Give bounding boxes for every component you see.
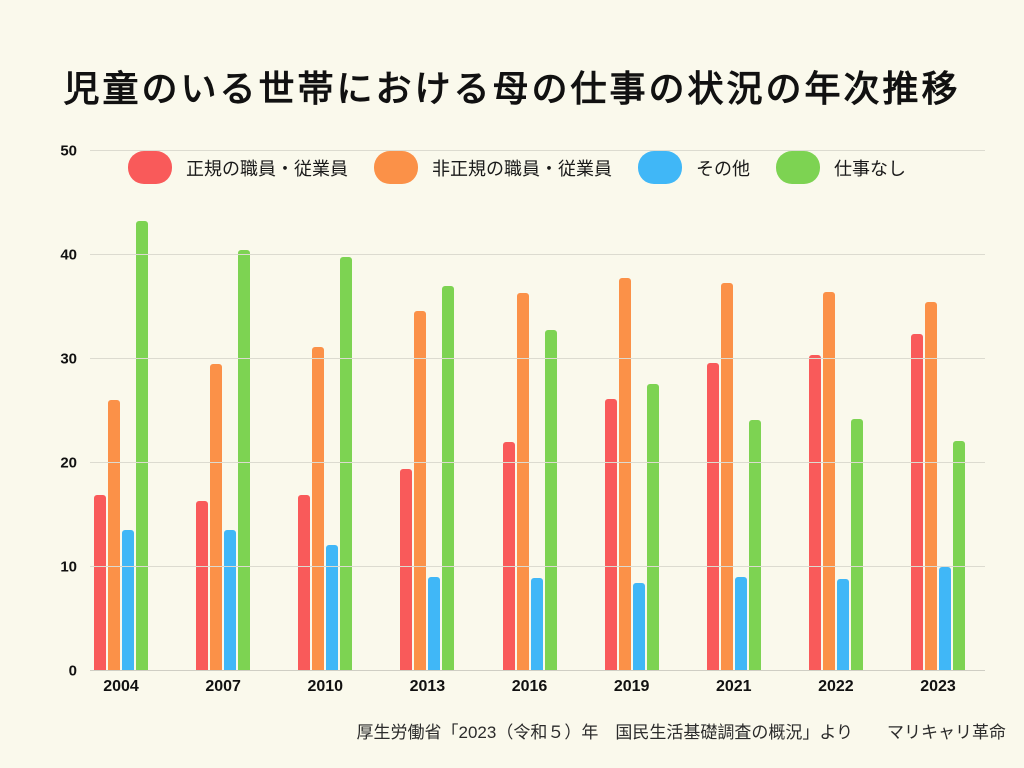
bar [544,329,557,671]
bar [850,419,863,671]
bar [734,577,747,671]
bar [196,501,209,671]
bar [748,420,761,671]
bar-group: 2022 [808,151,863,695]
bar-group: 2023 [911,151,965,695]
legend-label: 正規の職員・従業員 [186,158,348,179]
bar [939,567,951,671]
bar-groups: 2004 2007 2010 2013 2016 2019 2021 2022 2023 [94,151,965,695]
bar [516,293,529,671]
x-tick-label: 2023 [920,678,956,695]
bar-group: 2019 [604,151,659,695]
bar [911,334,923,671]
y-tick-label: 0 [68,662,77,680]
bar [530,578,543,671]
bar [94,495,106,671]
bar [953,441,965,671]
footer: 厚生労働省「2023（令和５）年 国民生活基礎調査の概況」より マリキャリ革命 [0,718,1024,743]
gridline [90,462,985,463]
bar-group: 2016 [502,151,557,695]
x-tick-label: 2016 [511,678,548,695]
bar [428,577,441,671]
bar [414,311,427,671]
bar [632,582,645,671]
bar [822,292,835,671]
x-axis-line [90,670,985,671]
x-tick-label: 2019 [613,678,650,695]
bar-group: 2010 [298,151,353,695]
x-tick-label: 2021 [715,678,752,695]
legend-swatch-icon [638,151,682,184]
x-tick-label: 2007 [205,678,241,695]
y-tick-label: 40 [60,246,77,264]
bar [224,529,237,671]
bar [618,277,631,671]
y-tick-label: 50 [60,142,77,160]
bar [326,545,339,671]
legend-item: 正規の職員・従業員 [128,151,348,184]
bar [706,363,719,671]
x-tick-label: 2013 [409,678,446,695]
legend-item: 非正規の職員・従業員 [374,151,612,184]
gridline [90,254,985,255]
bar [136,220,148,671]
bar [400,469,413,671]
bar [646,383,659,671]
bar [122,529,134,671]
chart-title: 児童のいる世帯における母の仕事の状況の年次推移 [63,68,961,109]
legend-label: 仕事なし [834,158,906,179]
bar [720,283,733,671]
bar [836,579,849,671]
y-tick-label: 30 [60,350,77,368]
source-note: 厚生労働省「2023（令和５）年 国民生活基礎調査の概況」より [356,723,853,742]
legend: 正規の職員・従業員 非正規の職員・従業員 その他 仕事なし [128,151,906,184]
bar [502,442,515,671]
bar [925,301,937,671]
y-tick-label: 20 [60,454,77,472]
bar-group: 2021 [706,151,761,695]
plot-area: 正規の職員・従業員 非正規の職員・従業員 その他 仕事なし 2004 2007 2010 2… [60,144,985,695]
x-tick-label: 2022 [818,678,854,695]
bar [312,346,325,671]
brand: マリキャリ革命 [887,723,1006,742]
legend-label: 非正規の職員・従業員 [432,158,612,179]
bar [298,495,311,671]
bar [604,398,617,671]
x-tick-label: 2004 [103,678,139,695]
legend-label: その他 [696,158,750,179]
bar [108,399,120,671]
legend-swatch-icon [374,151,418,184]
bar [238,249,251,671]
y-tick-label: 10 [60,558,77,576]
legend-swatch-icon [128,151,172,184]
bar-group: 2013 [400,151,455,695]
gridline [90,150,985,151]
bar [210,364,223,671]
gridline [90,566,985,567]
bar [442,286,455,671]
bar [808,354,821,671]
bar-group: 2007 [196,151,251,695]
legend-swatch-icon [776,151,820,184]
x-tick-label: 2010 [307,678,344,695]
legend-item: 仕事なし [776,151,906,184]
gridline [90,358,985,359]
bar-group: 2004 [94,151,148,695]
bar [340,257,353,671]
legend-item: その他 [638,151,750,184]
